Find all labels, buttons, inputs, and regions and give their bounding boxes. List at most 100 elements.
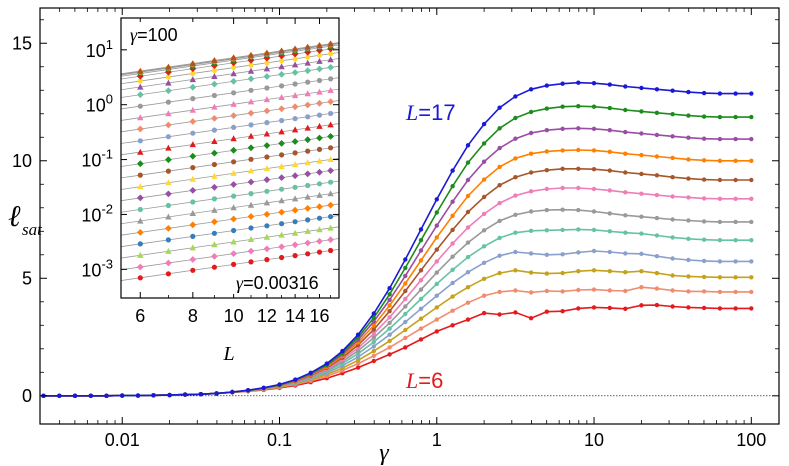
data-point (528, 209, 534, 214)
data-point (72, 393, 78, 398)
inset-point (278, 197, 285, 204)
data-point (607, 211, 612, 216)
main-series-group (41, 80, 754, 398)
data-point (591, 305, 597, 310)
annotation-l6: L=6 (405, 368, 443, 393)
inset-point (230, 70, 237, 77)
data-point (513, 175, 518, 180)
data-point (465, 193, 471, 199)
inset-point (211, 149, 218, 157)
data-point (701, 90, 707, 96)
data-point (544, 228, 549, 233)
inset-point (165, 63, 172, 70)
data-point (355, 361, 361, 366)
inset-fit-line (120, 100, 340, 133)
data-point (182, 392, 188, 397)
inset-point (327, 156, 334, 162)
data-point (701, 219, 707, 224)
data-point (513, 94, 518, 99)
inset-point (305, 79, 311, 85)
data-point (418, 258, 424, 263)
inset-point (292, 219, 298, 225)
data-point (749, 289, 754, 295)
data-point (560, 166, 565, 171)
data-point (560, 252, 565, 257)
data-point (576, 207, 581, 213)
data-point (497, 289, 502, 295)
inset-point (304, 43, 311, 50)
data-point (418, 278, 424, 283)
inset-fit-line (120, 146, 340, 179)
inset-point (211, 264, 217, 270)
inset-point (211, 172, 218, 179)
inset-point (291, 138, 299, 145)
inset-point (189, 256, 197, 263)
data-point (623, 170, 628, 175)
data-point (371, 335, 376, 340)
data-point (371, 344, 376, 349)
inset-point (304, 239, 312, 247)
inset-point (263, 142, 271, 149)
inset-fit-line (120, 42, 340, 75)
data-point (591, 248, 597, 254)
data-point (701, 258, 707, 264)
data-point (623, 107, 628, 113)
inset-fit-line (120, 77, 340, 110)
data-point (387, 303, 392, 308)
inset-point (231, 261, 237, 267)
data-point (544, 149, 549, 154)
data-point (434, 305, 439, 310)
inset-point (278, 243, 285, 251)
data-point (623, 213, 628, 218)
data-point (576, 250, 581, 255)
inset-top-label-prefix: γ (130, 25, 138, 45)
inset-point (316, 168, 323, 176)
inset-point (211, 206, 218, 213)
inset-point (190, 130, 196, 136)
data-point (261, 385, 266, 390)
data-point (371, 327, 376, 332)
data-point (434, 329, 439, 334)
data-point (576, 147, 581, 153)
inset-point (248, 122, 254, 128)
data-point (623, 129, 628, 135)
inset-point (291, 241, 299, 249)
data-point (355, 332, 361, 337)
inset-point (264, 60, 270, 66)
data-point (198, 392, 203, 397)
inset-point (136, 91, 144, 99)
inset-point (136, 229, 144, 236)
data-point (654, 87, 660, 92)
inset-point (292, 253, 298, 259)
data-point (733, 219, 738, 225)
data-point (654, 302, 660, 308)
data-point (465, 285, 471, 290)
inset-point (304, 170, 312, 178)
data-point (670, 112, 675, 117)
inset-point (136, 125, 144, 133)
data-point (607, 149, 612, 154)
data-point (654, 110, 660, 116)
inset-point (316, 191, 323, 198)
inset-point (247, 178, 255, 186)
inset-point (304, 101, 312, 109)
inset-fit-line (120, 192, 340, 225)
inset-point (137, 114, 144, 121)
inset-point (136, 194, 144, 202)
data-point (717, 275, 723, 280)
inset-point (211, 230, 217, 236)
data-point (434, 259, 439, 264)
inset-point (304, 59, 311, 66)
inset-point (247, 98, 255, 105)
data-point (733, 275, 738, 280)
inset-point (211, 115, 218, 122)
data-point (513, 212, 518, 217)
inset-point (278, 71, 285, 78)
main-x-axis-label: γ (379, 440, 389, 466)
inset-point (230, 169, 237, 176)
inset-point (291, 103, 299, 111)
inset-point (247, 132, 255, 139)
data-point (576, 306, 581, 311)
data-point (576, 227, 581, 232)
inset-point (137, 206, 143, 213)
